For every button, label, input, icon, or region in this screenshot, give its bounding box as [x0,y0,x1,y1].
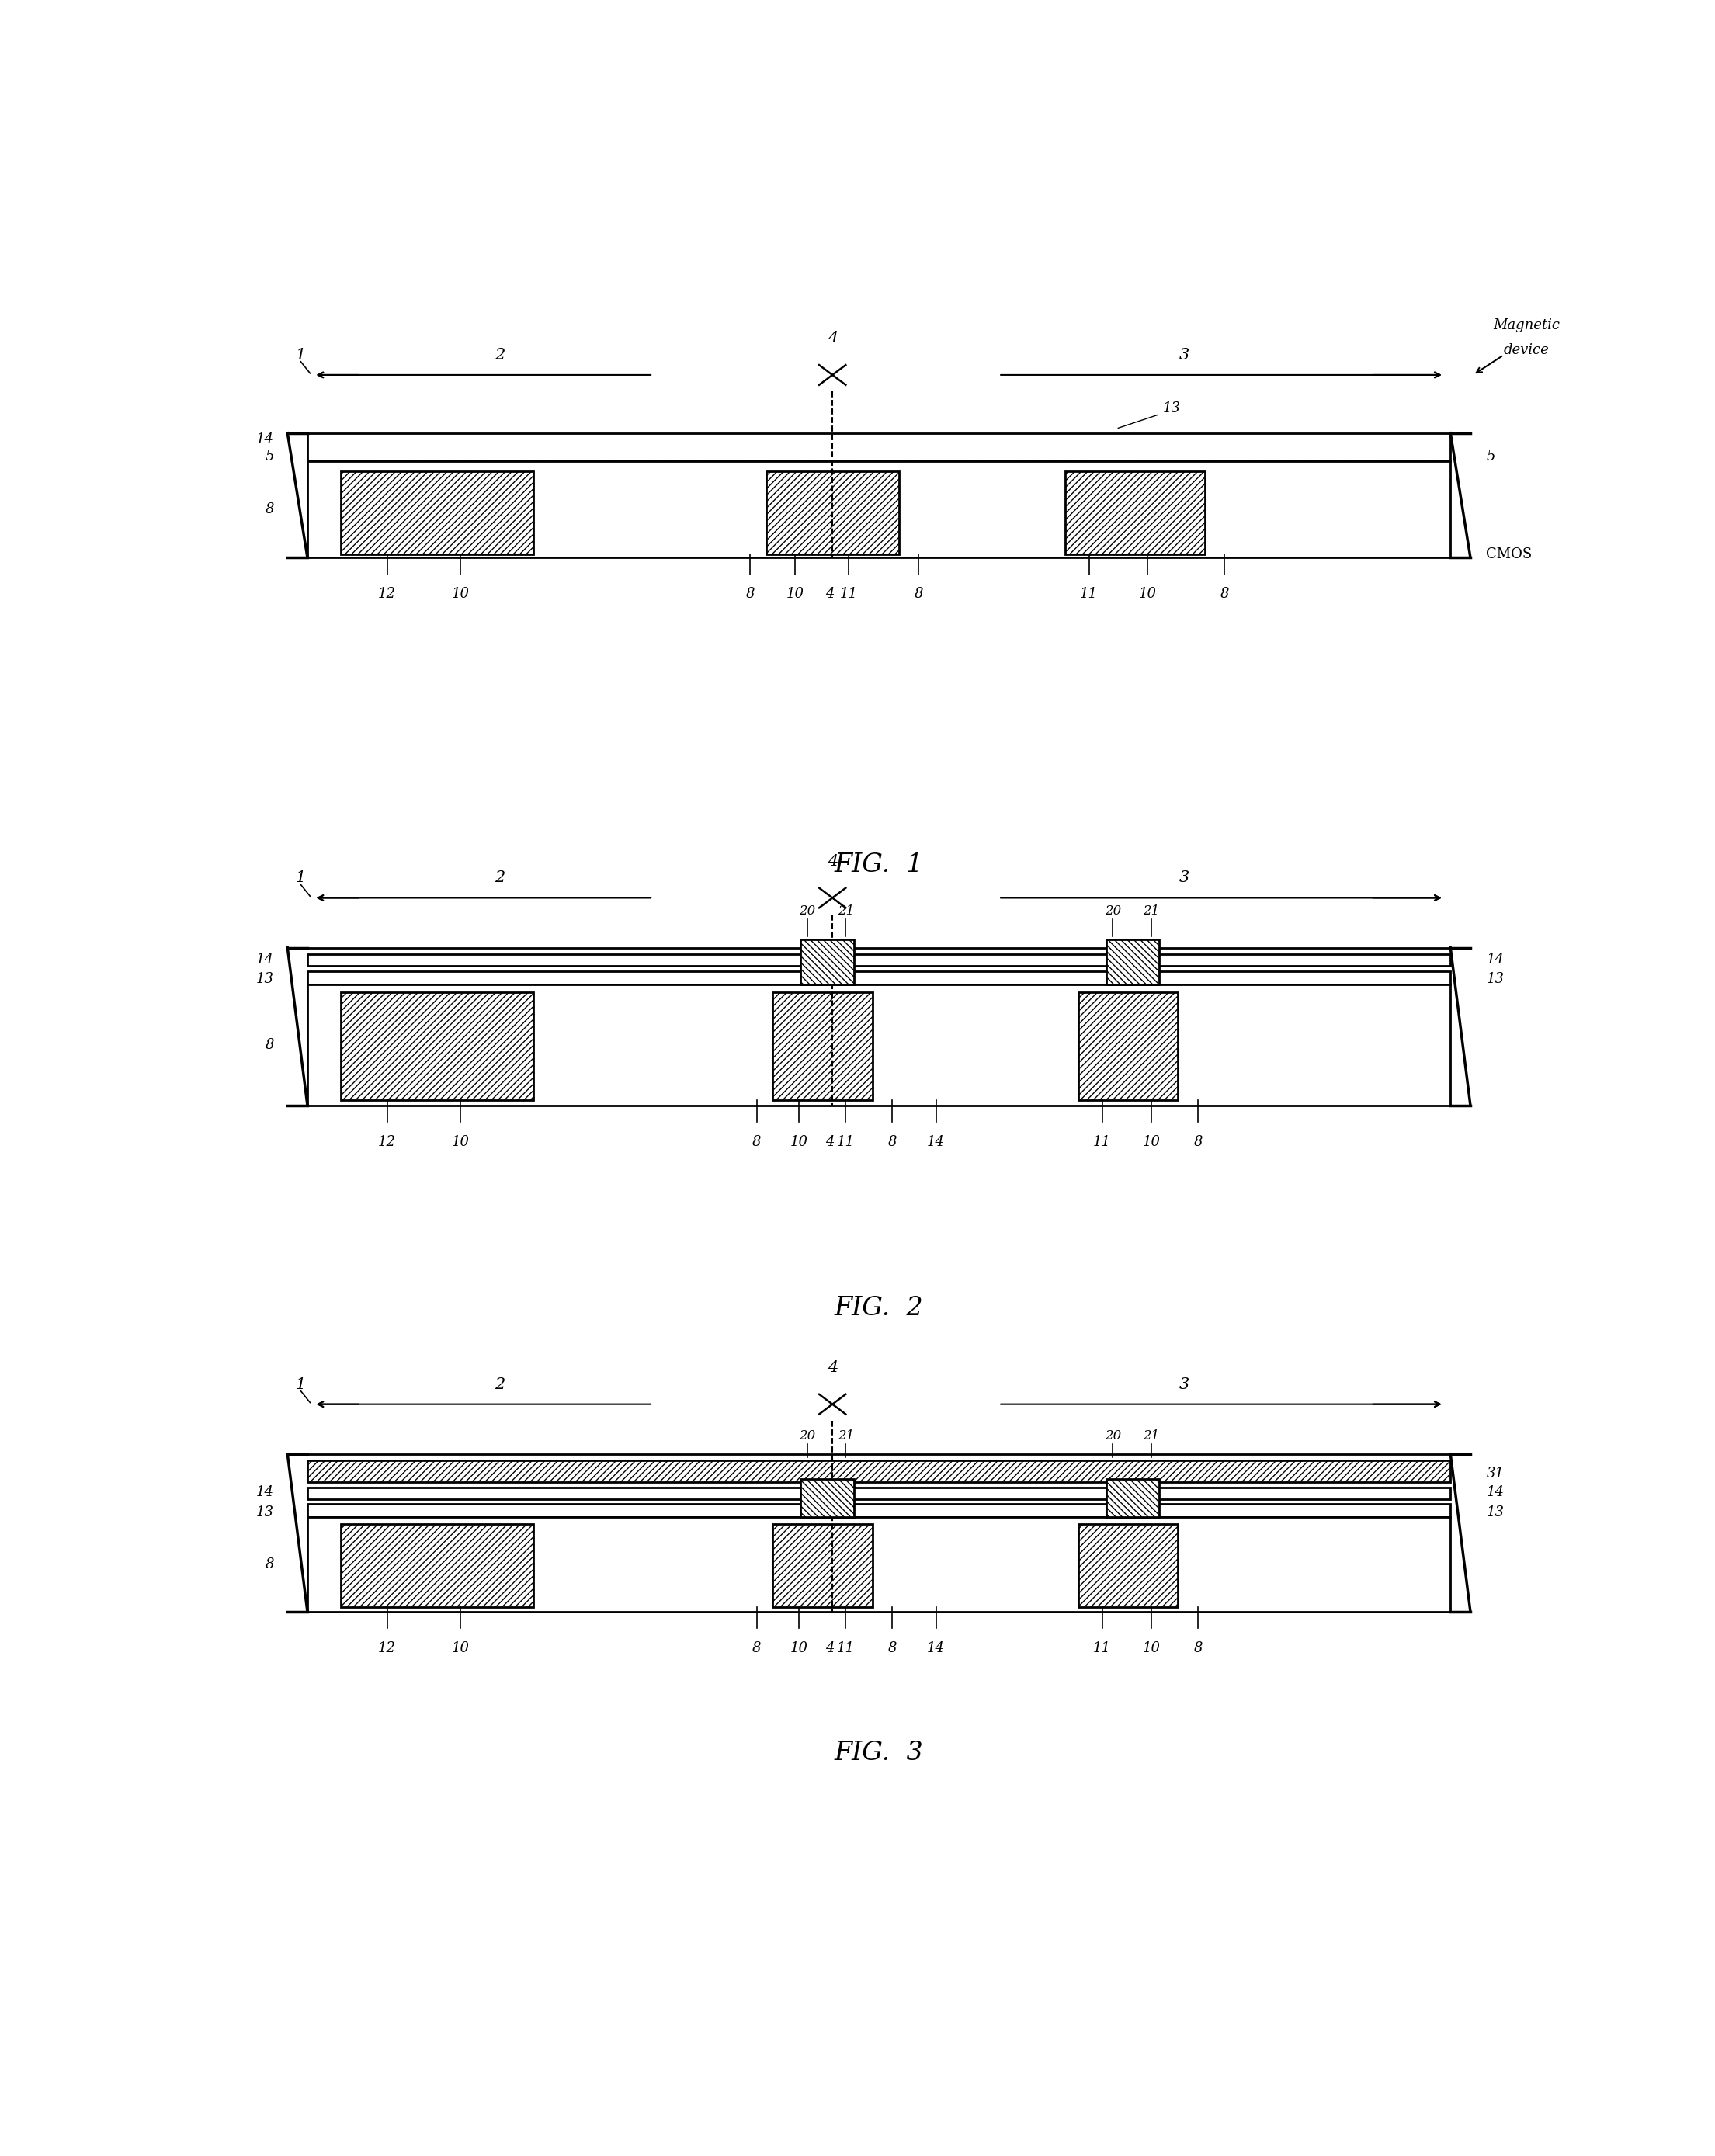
Text: 12: 12 [379,1641,396,1656]
Text: 4: 4 [827,854,837,869]
Text: 8: 8 [1194,1641,1202,1656]
Text: FIG.  2: FIG. 2 [835,1296,923,1319]
Text: 8: 8 [1194,1134,1202,1149]
Text: 3: 3 [1180,1378,1190,1391]
Text: 8: 8 [753,1134,761,1149]
Text: 2: 2 [496,347,506,362]
Text: 14: 14 [256,1485,274,1498]
Text: 13: 13 [1163,401,1180,416]
Bar [307,1460,1451,1481]
Bar [1079,1524,1178,1606]
Text: 8: 8 [888,1134,897,1149]
Text: 5: 5 [266,448,274,464]
Bar [307,1518,1451,1613]
Text: 13: 13 [1487,1505,1504,1520]
Text: 31: 31 [1487,1466,1504,1481]
Text: 8: 8 [1219,586,1230,602]
Text: 8: 8 [753,1641,761,1656]
Bar [801,940,854,983]
Text: 11: 11 [837,1134,854,1149]
Text: 8: 8 [266,502,274,517]
Text: 14: 14 [256,953,274,966]
Text: 4: 4 [827,1360,837,1376]
Text: 5: 5 [1487,448,1495,464]
Text: 14: 14 [256,433,274,446]
Text: 3: 3 [1180,871,1190,886]
Text: 8: 8 [266,1557,274,1572]
Text: 10: 10 [451,586,470,602]
Text: 14: 14 [1487,953,1504,966]
Text: 4: 4 [825,1134,833,1149]
Bar [767,472,899,554]
Bar [1065,472,1204,554]
Bar [307,955,1451,966]
Text: 1: 1 [295,871,305,886]
Bar [341,472,533,554]
Text: 13: 13 [1487,972,1504,985]
Text: 10: 10 [451,1134,470,1149]
Bar [307,983,1451,1106]
Text: 20: 20 [799,906,815,918]
Text: 1: 1 [295,347,305,362]
Text: 4: 4 [825,1641,833,1656]
Text: 10: 10 [1139,586,1156,602]
Text: 14: 14 [1487,1485,1504,1498]
Text: 11: 11 [839,586,858,602]
Text: 20: 20 [799,1429,815,1442]
Bar [341,992,533,1100]
Text: 11: 11 [1080,586,1098,602]
Text: 14: 14 [928,1134,945,1149]
Bar [1106,1479,1159,1518]
Bar [1079,992,1178,1100]
Text: 20: 20 [1104,1429,1122,1442]
Text: 3: 3 [1180,347,1190,362]
Text: 11: 11 [1092,1641,1111,1656]
Text: device: device [1504,343,1549,358]
Text: 8: 8 [888,1641,897,1656]
Text: 10: 10 [1142,1134,1161,1149]
Text: 21: 21 [1144,906,1159,918]
Text: 2: 2 [496,871,506,886]
Text: 8: 8 [746,586,755,602]
Text: 12: 12 [379,586,396,602]
Bar [307,1505,1451,1518]
Text: 20: 20 [1104,906,1122,918]
Text: 10: 10 [785,586,804,602]
Text: 21: 21 [837,1429,854,1442]
Bar [341,1524,533,1606]
Text: 8: 8 [914,586,923,602]
Text: 11: 11 [1092,1134,1111,1149]
Text: 21: 21 [837,906,854,918]
Text: 12: 12 [379,1134,396,1149]
Text: FIG.  3: FIG. 3 [835,1740,923,1766]
Text: 1: 1 [295,1378,305,1391]
Bar [801,1479,854,1518]
Text: 14: 14 [928,1641,945,1656]
Bar [307,461,1451,558]
Text: FIG.  1: FIG. 1 [835,852,923,877]
Text: 4: 4 [827,332,837,345]
Text: 10: 10 [1142,1641,1161,1656]
Bar [1106,940,1159,983]
Bar [307,433,1451,461]
Text: 10: 10 [791,1641,808,1656]
Text: CMOS: CMOS [1487,548,1531,561]
Text: 13: 13 [256,1505,274,1520]
Bar [772,992,873,1100]
Text: 21: 21 [1144,1429,1159,1442]
Text: 10: 10 [451,1641,470,1656]
Bar [307,970,1451,983]
Text: 8: 8 [266,1037,274,1052]
Text: Magnetic: Magnetic [1492,319,1559,332]
Text: 4: 4 [825,586,833,602]
Text: 10: 10 [791,1134,808,1149]
Bar [307,1488,1451,1498]
Text: 11: 11 [837,1641,854,1656]
Bar [772,1524,873,1606]
Text: 13: 13 [256,972,274,985]
Text: 2: 2 [496,1378,506,1391]
